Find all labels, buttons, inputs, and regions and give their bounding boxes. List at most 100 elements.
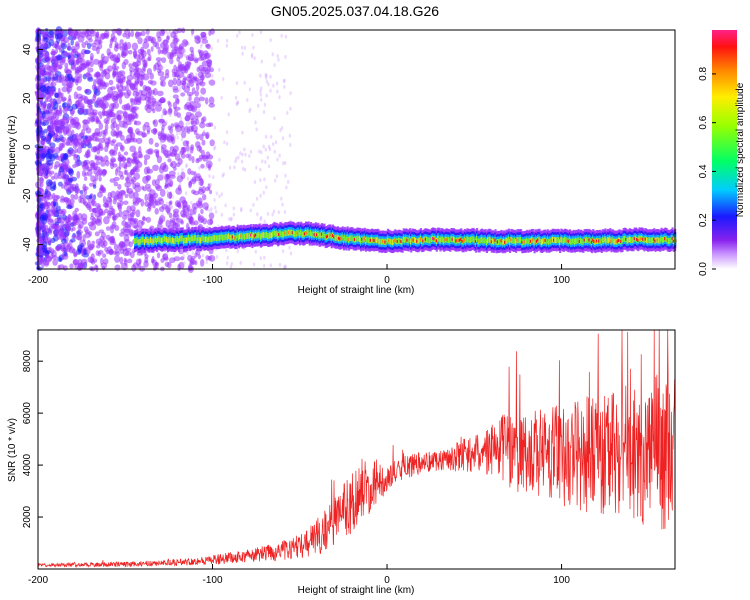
noise-cell xyxy=(65,224,71,232)
noise-cell xyxy=(142,124,147,132)
noise-cell xyxy=(62,153,68,161)
noise-cell xyxy=(215,255,219,259)
noise-cell xyxy=(40,152,46,159)
noise-cell xyxy=(201,83,204,88)
noise-cell xyxy=(93,79,97,88)
noise-cell xyxy=(157,36,162,43)
colorbar-tick-label: 0.6 xyxy=(698,115,709,129)
y-tick-label: 20 xyxy=(22,92,33,104)
noise-cell xyxy=(83,201,89,206)
noise-cell xyxy=(109,148,115,157)
noise-cell xyxy=(96,169,103,177)
noise-cell xyxy=(146,48,151,56)
noise-cell xyxy=(201,253,205,258)
noise-cell xyxy=(39,85,46,93)
noise-cell xyxy=(182,42,185,47)
noise-cell xyxy=(208,122,214,127)
noise-cell xyxy=(208,208,211,213)
noise-cell xyxy=(66,197,72,204)
noise-cell xyxy=(165,201,169,206)
noise-cell xyxy=(73,75,80,83)
noise-cell xyxy=(184,64,189,71)
noise-cell xyxy=(169,126,174,135)
noise-cell xyxy=(115,76,120,83)
noise-cell xyxy=(170,160,177,169)
y-tick-label: 0 xyxy=(22,144,33,150)
noise-cell xyxy=(83,159,90,165)
noise-cell xyxy=(248,154,251,158)
noise-cell xyxy=(168,178,173,187)
noise-cell xyxy=(249,208,252,213)
noise-cell xyxy=(66,188,72,193)
noise-cell xyxy=(200,163,205,169)
noise-cell xyxy=(149,72,154,80)
noise-cell xyxy=(280,126,284,130)
noise-cell xyxy=(284,54,287,59)
noise-cell xyxy=(225,248,228,253)
noise-cell xyxy=(260,86,263,91)
noise-cell xyxy=(100,130,107,135)
noise-cell xyxy=(266,211,270,216)
noise-cell xyxy=(39,181,44,188)
noise-cell xyxy=(75,188,79,196)
noise-cell xyxy=(200,87,207,95)
noise-cell xyxy=(39,237,44,242)
noise-cell xyxy=(191,32,194,37)
noise-cell xyxy=(75,69,81,74)
noise-cell xyxy=(102,187,107,194)
noise-cell xyxy=(160,80,164,87)
noise-cell xyxy=(180,137,184,142)
noise-cell xyxy=(51,250,57,258)
noise-cell xyxy=(126,42,132,50)
noise-cell xyxy=(130,98,135,106)
noise-cell xyxy=(214,205,217,210)
noise-cell xyxy=(141,131,146,138)
noise-cell xyxy=(48,39,55,47)
noise-cell xyxy=(227,112,230,117)
noise-cell xyxy=(62,102,68,109)
noise-cell xyxy=(126,258,133,264)
noise-cell xyxy=(288,133,292,138)
noise-cell xyxy=(187,42,190,46)
colorbar-tick-label: 0.0 xyxy=(698,262,709,276)
noise-cell xyxy=(112,197,117,205)
snr-y-axis-label: SNR (10 * v/v) xyxy=(7,418,18,482)
noise-cell xyxy=(133,191,139,199)
noise-cell xyxy=(47,116,55,121)
noise-cell xyxy=(276,157,279,162)
noise-cell xyxy=(155,104,162,112)
y-tick-label: 6000 xyxy=(22,402,33,425)
noise-cell xyxy=(55,195,61,200)
noise-cell xyxy=(283,84,286,89)
noise-cell xyxy=(220,192,223,197)
noise-cell xyxy=(106,48,111,56)
noise-cell xyxy=(165,260,168,265)
noise-cell xyxy=(105,200,110,208)
noise-cell xyxy=(168,170,176,177)
noise-cell xyxy=(281,136,285,141)
noise-cell xyxy=(195,72,198,77)
noise-cell xyxy=(157,131,163,137)
noise-cell xyxy=(155,151,159,158)
noise-cell xyxy=(67,27,73,35)
noise-cell xyxy=(42,163,47,168)
noise-cell xyxy=(94,211,101,218)
noise-cell xyxy=(87,76,94,82)
noise-cell xyxy=(139,78,144,87)
noise-cell xyxy=(57,174,63,179)
noise-cell xyxy=(273,63,276,68)
noise-cell xyxy=(136,161,143,169)
noise-cell xyxy=(175,124,182,133)
noise-cell xyxy=(90,200,97,207)
noise-cell xyxy=(45,179,53,187)
noise-cell xyxy=(195,141,201,149)
noise-cell xyxy=(197,197,203,205)
noise-cell xyxy=(100,262,108,269)
noise-cell xyxy=(59,231,65,237)
noise-cell xyxy=(113,144,119,152)
noise-cell xyxy=(262,110,266,114)
noise-cell xyxy=(276,54,279,58)
noise-cell xyxy=(229,217,233,222)
noise-cell xyxy=(108,205,114,210)
noise-cell xyxy=(201,210,204,215)
